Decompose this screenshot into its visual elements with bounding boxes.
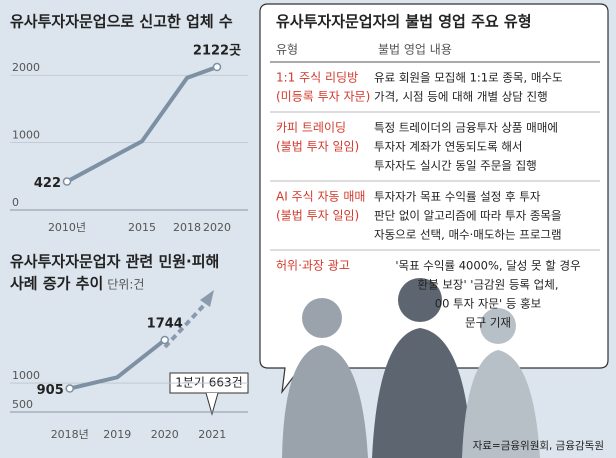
- y-tick-label: 0: [12, 196, 19, 209]
- x-tick-label: 2010년: [48, 221, 86, 234]
- value-label: 422: [34, 176, 61, 191]
- row-content: '목표 수익률 4000%, 달성 못 할 경우: [395, 259, 580, 273]
- point: [65, 384, 74, 393]
- table-header: 유형: [276, 43, 298, 57]
- y-tick-label: 500: [12, 398, 33, 411]
- source: 자료=금융위원회, 금융감독원: [473, 439, 604, 452]
- row-type: (미등록 투자 자문): [276, 90, 370, 104]
- row-content: 투자자 계좌가 연동되도록 해서: [374, 140, 523, 154]
- chart-title: 유사투자자문업자 관련 민원·피해: [10, 253, 219, 271]
- series-line: [66, 65, 218, 184]
- row-type: 1:1 주식 리딩방: [276, 71, 358, 85]
- row-content: 가격, 시점 등에 대해 개별 상담 진행: [374, 90, 548, 104]
- chart-title: 유사투자자문업으로 신고한 업체 수: [10, 13, 233, 31]
- x-tick-label: 2018: [173, 221, 201, 234]
- point: [212, 62, 222, 72]
- arrow-head: [200, 290, 214, 307]
- silhouettes: [282, 278, 540, 458]
- y-tick-label: 1000: [12, 369, 40, 382]
- row-content: 유료 회원을 모집해 1:1로 종목, 매수도: [374, 71, 563, 85]
- annotation: 1분기 663건: [175, 376, 242, 390]
- x-tick-label: 2019: [103, 428, 131, 441]
- chart-title: 사례 증가 추이: [10, 275, 103, 293]
- row-content: 문구 기재: [465, 316, 511, 330]
- table-title: 유사투자자문업자의 불법 영업 주요 유형: [276, 13, 532, 31]
- row-type: 카피 트레이딩: [276, 121, 346, 135]
- row-content: 자동으로 선택, 매수·매도하는 프로그램: [374, 228, 562, 242]
- table-header: 불법 영업 내용: [378, 43, 452, 57]
- row-type: AI 주식 자동 매매: [276, 190, 365, 204]
- x-tick-label: 2021: [198, 428, 226, 441]
- row-type: (불법 투자 일임): [276, 140, 359, 154]
- row-content: 00 투자 자문' 등 홍보: [435, 297, 541, 311]
- x-tick-label: 2020: [151, 428, 179, 441]
- point: [160, 335, 169, 345]
- speech-bubble: [259, 3, 609, 395]
- x-tick-label: 2018년: [51, 428, 89, 441]
- x-tick-label: 2020: [203, 221, 231, 234]
- row-content: 판단 없이 알고리즘에 따라 투자 종목을: [374, 209, 562, 223]
- chart-subtitle: 단위:건: [107, 278, 144, 292]
- row-type: (불법 투자 일임): [276, 209, 359, 223]
- trend-arrow: [163, 301, 208, 349]
- row-content: 투자자가 목표 수익률 설정 후 투자: [374, 190, 541, 204]
- value-label: 905: [37, 383, 64, 398]
- y-tick-label: 2000: [12, 61, 40, 74]
- row-content: 환불 보장' '금감원 등록 업체,: [418, 278, 559, 292]
- x-tick-label: 2015: [128, 221, 156, 234]
- value-label: 2122곳: [193, 43, 241, 58]
- row-content: 투자자도 실시간 동일 주문을 집행: [374, 159, 537, 173]
- row-content: 특정 트레이더의 금융투자 상품 매매에: [374, 121, 558, 135]
- callout-pointer: [205, 392, 219, 416]
- value-label: 1744: [147, 316, 183, 331]
- row-type: 허위·과장 광고: [276, 259, 350, 273]
- point: [62, 177, 72, 186]
- y-tick-label: 1000: [12, 129, 40, 142]
